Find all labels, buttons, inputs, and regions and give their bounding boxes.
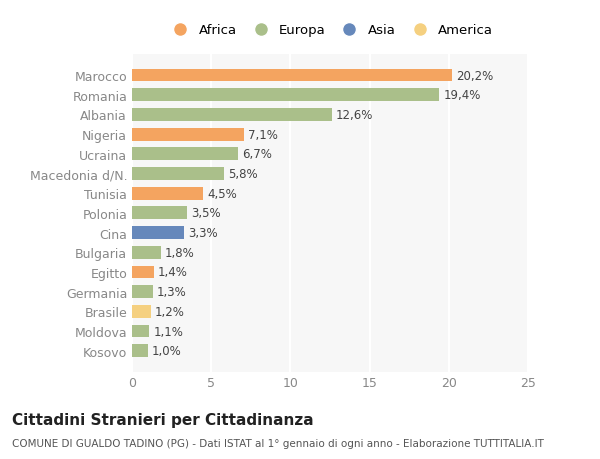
Bar	[132, 227, 184, 240]
Bar	[132, 69, 452, 82]
Text: 3,5%: 3,5%	[191, 207, 221, 220]
Text: 3,3%: 3,3%	[188, 227, 218, 240]
Legend: Africa, Europa, Asia, America: Africa, Europa, Asia, America	[163, 21, 497, 41]
Bar	[132, 89, 439, 102]
Text: 4,5%: 4,5%	[207, 187, 237, 200]
Text: COMUNE DI GUALDO TADINO (PG) - Dati ISTAT al 1° gennaio di ogni anno - Elaborazi: COMUNE DI GUALDO TADINO (PG) - Dati ISTA…	[12, 438, 544, 448]
Text: 1,1%: 1,1%	[154, 325, 183, 338]
Bar	[132, 305, 151, 318]
Text: 1,3%: 1,3%	[157, 285, 187, 298]
Bar	[132, 266, 154, 279]
Text: 5,8%: 5,8%	[228, 168, 257, 180]
Text: 1,2%: 1,2%	[155, 305, 185, 318]
Bar	[132, 325, 149, 338]
Text: 6,7%: 6,7%	[242, 148, 272, 161]
Bar	[132, 187, 203, 200]
Text: Cittadini Stranieri per Cittadinanza: Cittadini Stranieri per Cittadinanza	[12, 413, 314, 428]
Bar	[132, 168, 224, 180]
Bar	[132, 207, 187, 220]
Text: 1,4%: 1,4%	[158, 266, 188, 279]
Bar	[132, 345, 148, 358]
Bar	[132, 129, 244, 141]
Text: 1,0%: 1,0%	[152, 345, 182, 358]
Text: 7,1%: 7,1%	[248, 129, 278, 141]
Text: 20,2%: 20,2%	[456, 69, 493, 82]
Bar	[132, 285, 152, 298]
Text: 12,6%: 12,6%	[335, 109, 373, 122]
Text: 1,8%: 1,8%	[164, 246, 194, 259]
Bar	[132, 109, 332, 122]
Bar	[132, 148, 238, 161]
Bar	[132, 246, 161, 259]
Text: 19,4%: 19,4%	[443, 89, 481, 102]
